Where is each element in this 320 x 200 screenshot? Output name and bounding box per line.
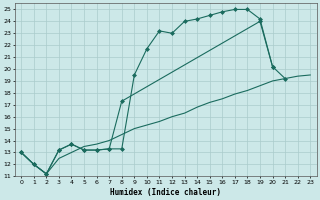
X-axis label: Humidex (Indice chaleur): Humidex (Indice chaleur) — [110, 188, 221, 197]
